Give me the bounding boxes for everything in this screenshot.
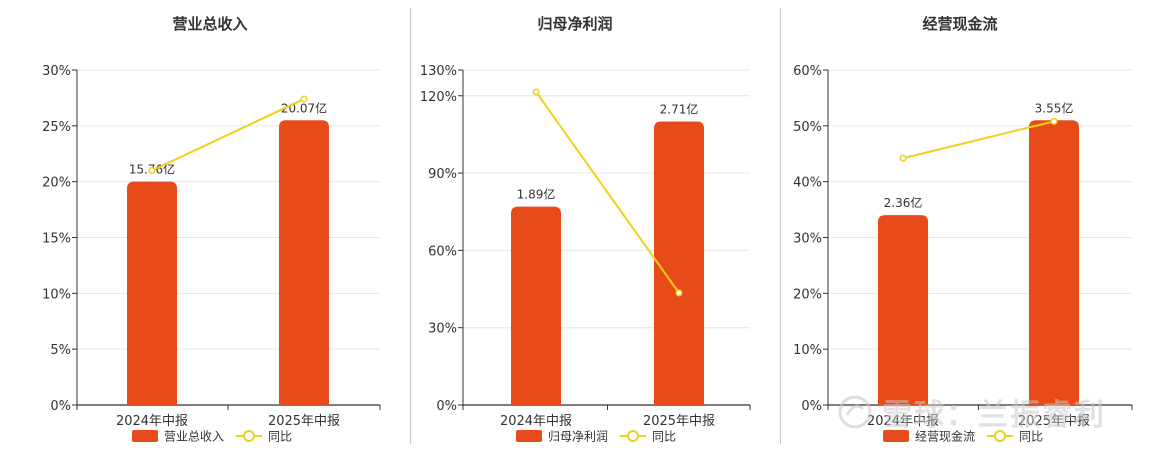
yoy-point-2 [300, 95, 308, 103]
y-tick-label: 25% [42, 120, 71, 135]
legend-line-label: 同比 [268, 430, 292, 444]
y-tick-label: 30% [793, 232, 822, 247]
panel-divider-1 [410, 8, 411, 444]
bar-1 [511, 206, 561, 405]
yoy-line [151, 98, 305, 172]
snowball-logo-icon [838, 395, 872, 429]
legend-line-marker [994, 430, 1006, 442]
bar-1 [127, 181, 177, 405]
legend-line-label: 同比 [652, 430, 676, 444]
bar-2 [1029, 120, 1079, 405]
y-tick-label: 50% [793, 120, 822, 135]
bar-1 [878, 215, 928, 405]
legend-bar-label: 营业总收入 [164, 430, 224, 444]
legend-bar-swatch [883, 430, 909, 442]
y-tick-label: 15% [42, 232, 71, 247]
bar-value-label: 2.36亿 [884, 195, 923, 210]
x-tick-label: 2024年中报 [867, 414, 939, 429]
y-tick-label: 120% [420, 90, 457, 105]
y-tick-label: 10% [793, 343, 822, 358]
legend-line-marker [627, 430, 639, 442]
yoy-line [535, 91, 680, 294]
bar-2 [654, 121, 704, 406]
y-tick-label: 30% [428, 322, 457, 337]
y-tick-label: 0% [801, 399, 822, 414]
yoy-point-1 [899, 154, 907, 162]
yoy-line [902, 120, 1055, 160]
yoy-point-1 [532, 88, 540, 96]
y-tick-label: 0% [436, 399, 457, 414]
yoy-point-1 [148, 166, 156, 175]
chart-title: 经营现金流 [922, 15, 997, 33]
bar-value-label: 2.71亿 [660, 102, 699, 117]
y-tick-label: 90% [428, 167, 457, 182]
y-tick-label: 60% [793, 64, 822, 79]
yoy-point-2 [1050, 117, 1058, 125]
y-tick-label: 20% [793, 287, 822, 302]
x-tick-label: 2025年中报 [268, 414, 340, 429]
panel-divider-2 [780, 8, 781, 444]
bar-value-label: 1.89亿 [517, 187, 556, 202]
y-tick-label: 60% [428, 244, 457, 259]
y-tick-label: 130% [420, 64, 457, 79]
legend-bar-swatch [132, 430, 158, 442]
watermark-text: 雪球：兰振睿利 [882, 398, 1106, 433]
y-tick-label: 5% [50, 343, 71, 358]
chart-title: 营业总收入 [172, 15, 247, 33]
bar-value-label: 3.55亿 [1035, 100, 1074, 115]
x-tick-label: 2025年中报 [1018, 414, 1090, 429]
y-tick-label: 20% [42, 176, 71, 191]
x-tick-label: 2024年中报 [116, 414, 188, 429]
y-tick-label: 0% [50, 399, 71, 414]
legend-bar-label: 归母净利润 [548, 430, 608, 444]
yoy-point-2 [675, 289, 683, 297]
y-tick-label: 40% [793, 176, 822, 191]
x-tick-label: 2025年中报 [643, 414, 715, 429]
y-tick-label: 30% [42, 64, 71, 79]
legend-line-marker [243, 430, 255, 442]
legend-bar-label: 经营现金流 [915, 429, 975, 444]
watermark: 雪球：兰振睿利 [838, 392, 1106, 433]
chart-title: 归母净利润 [537, 15, 612, 33]
y-tick-label: 10% [42, 287, 71, 302]
x-tick-label: 2024年中报 [500, 414, 572, 429]
legend-bar-swatch [516, 430, 542, 442]
legend-line-label: 同比 [1019, 430, 1043, 444]
bar-2 [279, 120, 329, 405]
